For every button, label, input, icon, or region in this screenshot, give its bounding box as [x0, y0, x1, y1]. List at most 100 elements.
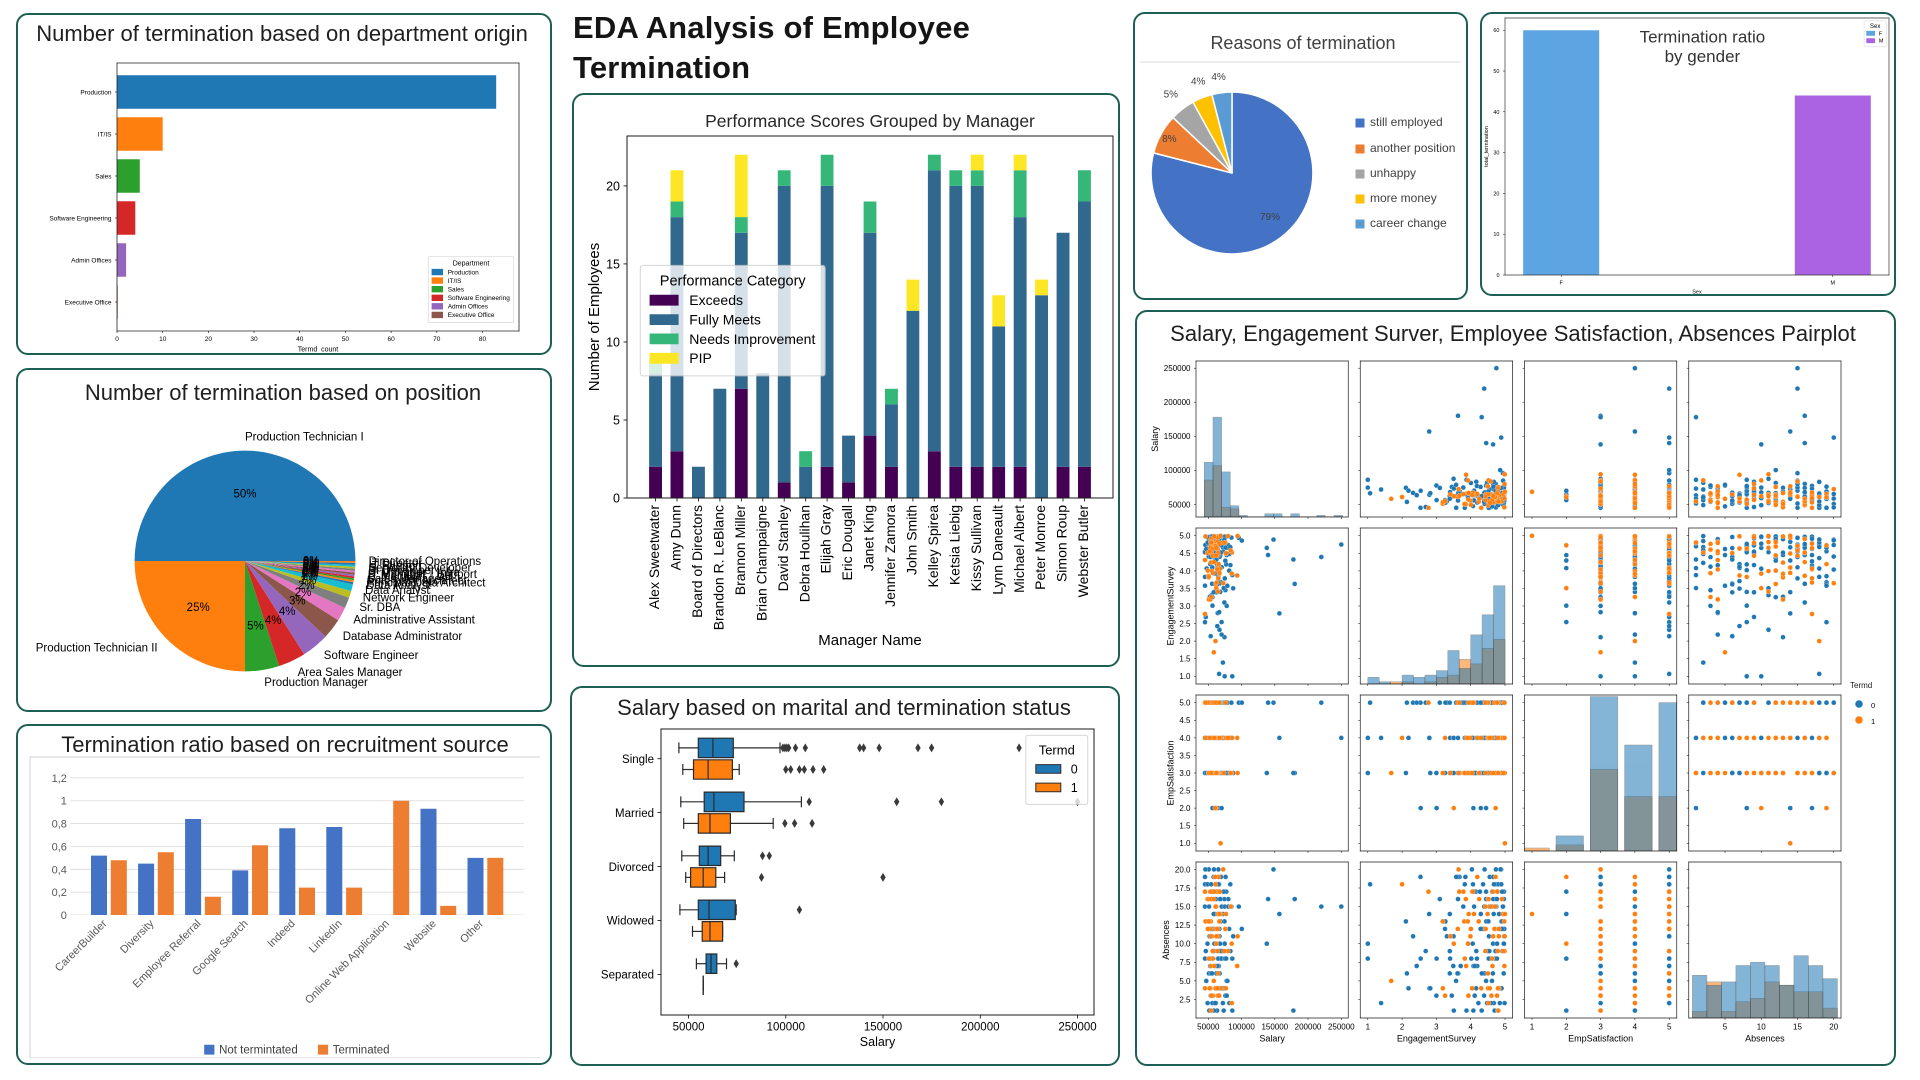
svg-text:1%: 1%: [300, 575, 317, 587]
svg-text:Admin Offices: Admin Offices: [71, 257, 112, 264]
svg-text:250000: 250000: [1328, 1022, 1355, 1031]
svg-text:1,2: 1,2: [52, 773, 67, 785]
svg-text:Database Administrator: Database Administrator: [343, 631, 463, 643]
svg-text:4%: 4%: [265, 615, 282, 627]
svg-text:Salary: Salary: [1259, 1034, 1285, 1044]
svg-text:EngagementSurvey: EngagementSurvey: [1397, 1034, 1477, 1044]
svg-text:by gender: by gender: [1665, 47, 1741, 66]
svg-text:30: 30: [250, 336, 258, 343]
svg-text:70: 70: [433, 336, 441, 343]
svg-text:5: 5: [613, 414, 620, 428]
svg-text:1: 1: [1071, 781, 1078, 795]
svg-text:Online Web Application: Online Web Application: [303, 918, 392, 1007]
svg-text:unhappy: unhappy: [1370, 166, 1416, 180]
svg-text:12.5: 12.5: [1175, 921, 1191, 930]
svg-text:0%: 0%: [303, 559, 320, 571]
svg-text:Performance Category: Performance Category: [660, 274, 807, 290]
svg-text:0%: 0%: [302, 568, 319, 580]
svg-text:IT/IS: IT/IS: [448, 278, 462, 285]
svg-text:4.0: 4.0: [1179, 734, 1191, 743]
svg-text:10: 10: [1493, 232, 1499, 238]
svg-text:Michael Albert: Michael Albert: [1011, 505, 1027, 593]
svg-text:40: 40: [296, 336, 304, 343]
svg-text:Production Technician I: Production Technician I: [245, 431, 364, 443]
svg-text:Janet King: Janet King: [861, 505, 877, 571]
svg-text:Debra Houlihan: Debra Houlihan: [796, 505, 812, 602]
svg-text:Brandon R. LeBlanc: Brandon R. LeBlanc: [710, 505, 726, 630]
svg-text:200000: 200000: [1164, 398, 1191, 407]
svg-text:Absences: Absences: [1161, 920, 1171, 960]
svg-text:Kissy Sullivan: Kissy Sullivan: [968, 505, 984, 591]
svg-text:30: 30: [1493, 151, 1499, 157]
svg-text:Absences: Absences: [1745, 1034, 1785, 1044]
svg-text:Software Engineer: Software Engineer: [324, 650, 419, 662]
svg-text:50: 50: [342, 336, 350, 343]
svg-text:Administrative Assistant: Administrative Assistant: [353, 615, 475, 627]
svg-text:150000: 150000: [1164, 432, 1191, 441]
svg-text:Termd_count: Termd_count: [298, 347, 339, 352]
svg-text:3.5: 3.5: [1179, 584, 1191, 593]
svg-text:20: 20: [1493, 191, 1499, 197]
svg-text:150000: 150000: [864, 1021, 902, 1033]
svg-text:Production Manager: Production Manager: [264, 677, 368, 689]
svg-text:250000: 250000: [1058, 1021, 1096, 1033]
svg-text:M: M: [1879, 39, 1884, 45]
svg-text:3%: 3%: [289, 596, 306, 608]
svg-text:Fully Meets: Fully Meets: [689, 312, 761, 328]
svg-text:Lynn Daneault: Lynn Daneault: [989, 505, 1005, 595]
svg-text:F: F: [1879, 31, 1883, 37]
svg-text:Jennifer Zamora: Jennifer Zamora: [882, 505, 898, 607]
svg-text:Sales: Sales: [95, 173, 112, 180]
svg-text:3.0: 3.0: [1179, 602, 1191, 611]
svg-text:Other: Other: [458, 918, 486, 946]
svg-text:4%: 4%: [1211, 72, 1226, 83]
svg-text:career change: career change: [1370, 216, 1447, 230]
svg-text:Executive Office: Executive Office: [448, 312, 495, 319]
svg-text:100000: 100000: [1164, 466, 1191, 475]
svg-text:2.5: 2.5: [1179, 995, 1191, 1004]
svg-text:Widowed: Widowed: [607, 916, 654, 928]
svg-text:0: 0: [1871, 701, 1875, 710]
svg-text:15: 15: [606, 258, 620, 272]
svg-text:0: 0: [1071, 762, 1078, 776]
svg-text:0%: 0%: [303, 556, 320, 568]
svg-text:Data Analyst: Data Analyst: [365, 585, 430, 597]
svg-text:50%: 50%: [233, 489, 256, 501]
svg-text:0: 0: [61, 910, 67, 922]
svg-text:1: 1: [1366, 1022, 1371, 1031]
svg-text:Sales Manager: Sales Manager: [367, 573, 445, 585]
svg-text:1.5: 1.5: [1179, 822, 1191, 831]
svg-text:Eric Dougall: Eric Dougall: [839, 505, 855, 580]
svg-text:M: M: [1831, 281, 1836, 287]
svg-text:4%: 4%: [279, 606, 296, 618]
svg-text:Number of Employees: Number of Employees: [586, 243, 603, 391]
svg-text:LinkedIn: LinkedIn: [307, 918, 345, 956]
svg-text:Divorced: Divorced: [609, 862, 654, 874]
svg-text:17.5: 17.5: [1175, 884, 1191, 893]
svg-text:0%: 0%: [302, 564, 319, 576]
svg-text:0%: 0%: [303, 560, 320, 572]
svg-text:EmpSatisfaction: EmpSatisfaction: [1166, 740, 1176, 805]
svg-text:0%: 0%: [302, 567, 319, 579]
svg-text:5%: 5%: [247, 620, 264, 632]
svg-text:Separated: Separated: [601, 970, 654, 982]
svg-text:still employed: still employed: [1370, 115, 1443, 129]
svg-text:more money: more money: [1370, 191, 1437, 205]
svg-text:PIP: PIP: [689, 350, 712, 366]
svg-text:IT Director: IT Director: [369, 558, 423, 570]
svg-text:2%: 2%: [298, 580, 315, 592]
svg-text:5: 5: [1503, 1022, 1508, 1031]
svg-text:Simon Roup: Simon Roup: [1054, 505, 1070, 582]
svg-text:Single: Single: [622, 754, 654, 766]
svg-text:F: F: [1560, 281, 1564, 287]
svg-text:Enterprise Architect: Enterprise Architect: [367, 576, 468, 588]
svg-text:1%: 1%: [301, 571, 318, 583]
svg-text:Married: Married: [615, 808, 654, 820]
svg-text:Termd: Termd: [1039, 743, 1075, 758]
svg-text:4%: 4%: [1191, 76, 1206, 87]
svg-text:IT/IS: IT/IS: [98, 131, 112, 138]
svg-text:total_termination: total_termination: [1484, 126, 1490, 167]
svg-text:Sex: Sex: [1870, 24, 1880, 30]
svg-text:Diversity: Diversity: [118, 917, 157, 956]
svg-text:Production: Production: [80, 89, 111, 96]
